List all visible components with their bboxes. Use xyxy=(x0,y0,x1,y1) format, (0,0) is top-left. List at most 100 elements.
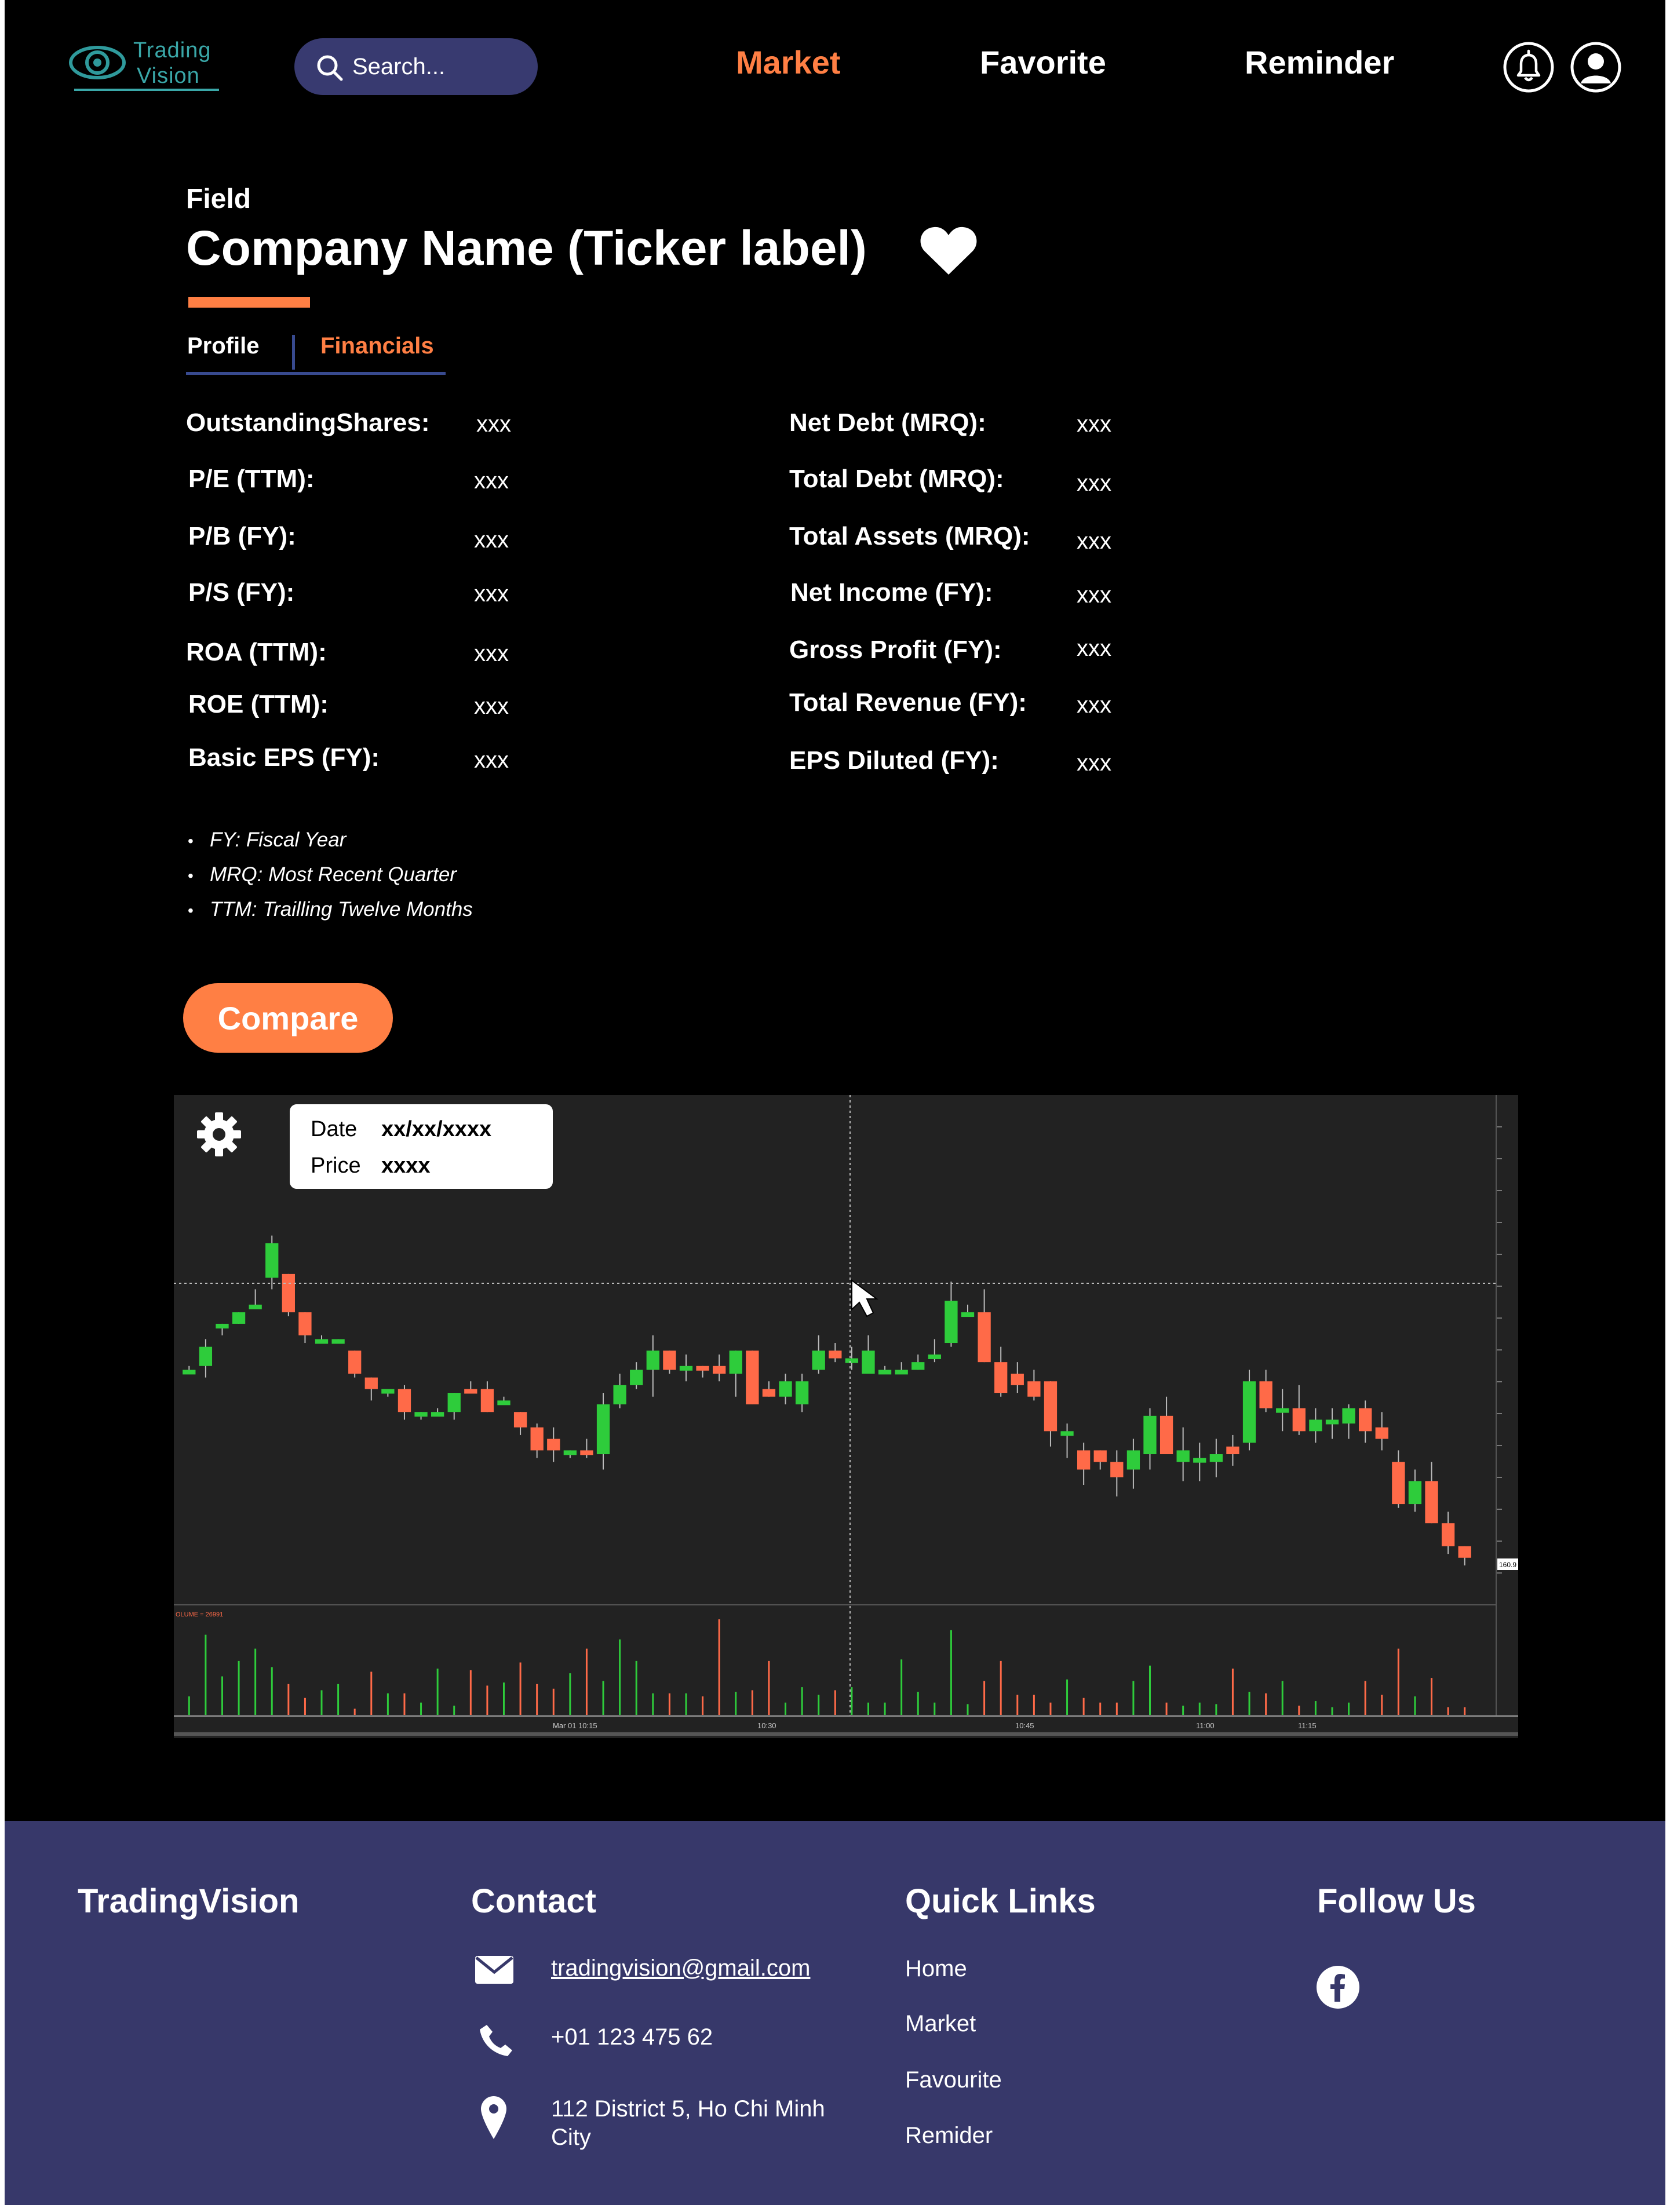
bell-icon[interactable] xyxy=(1502,41,1555,94)
logo[interactable]: Trading Vision xyxy=(68,38,225,93)
metric-value: xxx xyxy=(474,747,509,773)
facebook-icon[interactable] xyxy=(1317,1966,1359,2009)
company-title: Company Name (Ticker label) xyxy=(186,221,867,275)
footer-quick-links-title: Quick Links xyxy=(905,1882,1096,1920)
metric-label: ROE (TTM): xyxy=(188,690,329,718)
tab-divider xyxy=(292,335,295,370)
candle-body xyxy=(1242,1381,1256,1443)
metric-label: Total Debt (MRQ): xyxy=(789,465,1004,493)
candle-body xyxy=(779,1381,792,1397)
metric-value: xxx xyxy=(1077,582,1111,608)
candle-body xyxy=(945,1301,958,1344)
heart-icon[interactable] xyxy=(919,225,978,277)
compare-button[interactable]: Compare xyxy=(183,983,393,1053)
candle-body xyxy=(1425,1481,1438,1524)
nav-favorite[interactable]: Favorite xyxy=(980,44,1106,81)
tooltip-date-value: xx/xx/xxxx xyxy=(381,1117,492,1141)
metric-value: xxx xyxy=(474,641,509,666)
candle-body xyxy=(282,1273,295,1313)
tab-bar: Profile Financials xyxy=(186,330,446,375)
metric-value: xxx xyxy=(476,411,511,437)
tab-financials[interactable]: Financials xyxy=(320,333,434,359)
metric-label: ROA (TTM): xyxy=(186,638,327,666)
candle-body xyxy=(1359,1408,1372,1432)
metric-label: P/E (TTM): xyxy=(188,465,315,493)
candle-body xyxy=(1176,1450,1190,1462)
footer-link-remider[interactable]: Remider xyxy=(905,2123,993,2148)
candlestick-chart[interactable]: OLUME = 26991 160.9 Mar 01 10:15 10:30 1… xyxy=(174,1095,1518,1738)
chart-grid xyxy=(1496,1126,1502,1574)
candle-body xyxy=(1342,1408,1355,1424)
candle-body xyxy=(398,1389,411,1412)
note-item: MRQ: Most Recent Quarter xyxy=(188,857,473,892)
candle-body xyxy=(1093,1450,1107,1462)
candle-body xyxy=(1441,1523,1455,1546)
footer-link-favourite[interactable]: Favourite xyxy=(905,2067,1002,2093)
candle-body xyxy=(630,1370,643,1385)
footer-brand: TradingVision xyxy=(78,1882,300,1920)
metric-value: xxx xyxy=(1077,636,1111,661)
metric-label: Gross Profit (FY): xyxy=(789,636,1002,664)
candle-body xyxy=(1060,1431,1074,1436)
x-tick-label: 10:30 xyxy=(757,1721,776,1730)
candle-body xyxy=(364,1377,378,1389)
logo-text: Trading Vision xyxy=(133,38,211,89)
footer-address-line-2: City xyxy=(551,2125,591,2150)
search-bar[interactable] xyxy=(294,38,538,95)
metric-label: OutstandingShares: xyxy=(186,408,430,437)
candle-body xyxy=(1027,1381,1041,1397)
gear-icon[interactable] xyxy=(196,1111,242,1158)
candle-body xyxy=(795,1381,809,1404)
candle-body xyxy=(232,1312,246,1324)
candle-body xyxy=(1408,1481,1422,1505)
tooltip-date-label: Date xyxy=(311,1117,358,1141)
search-icon[interactable] xyxy=(315,53,344,82)
candle-body xyxy=(713,1366,726,1374)
candle-body xyxy=(249,1304,262,1309)
candle-body xyxy=(414,1412,428,1417)
x-tick-label: Mar 01 10:15 xyxy=(553,1721,597,1730)
metric-label: EPS Diluted (FY): xyxy=(789,746,999,775)
candle-body xyxy=(1209,1454,1223,1462)
footer-link-home[interactable]: Home xyxy=(905,1956,967,1981)
metric-label: Total Revenue (FY): xyxy=(789,688,1027,717)
nav-reminder[interactable]: Reminder xyxy=(1245,44,1395,81)
price-chart[interactable]: OLUME = 26991 160.9 Mar 01 10:15 10:30 1… xyxy=(174,1095,1518,1738)
tab-profile[interactable]: Profile xyxy=(187,333,260,359)
x-tick-label: 10:45 xyxy=(1015,1721,1034,1730)
footer: TradingVision Contact tradingvision@gmai… xyxy=(5,1821,1665,2205)
candle-body xyxy=(480,1389,494,1412)
price-marker: 160.9 xyxy=(1499,1561,1516,1569)
metric-value: xxx xyxy=(1077,411,1111,437)
candles xyxy=(183,1235,1471,1565)
candle-body xyxy=(464,1389,477,1394)
metric-label: P/B (FY): xyxy=(188,522,296,550)
metric-label: Net Income (FY): xyxy=(790,578,993,607)
user-icon[interactable] xyxy=(1569,41,1622,94)
candle-body xyxy=(679,1366,693,1371)
candle-body xyxy=(530,1427,544,1451)
candle-body xyxy=(961,1312,975,1317)
candle-body xyxy=(265,1243,279,1278)
footer-link-market[interactable]: Market xyxy=(905,2011,976,2036)
candle-body xyxy=(845,1358,859,1363)
candle-body xyxy=(547,1439,560,1451)
candle-body xyxy=(829,1350,842,1359)
logo-line-1: Trading xyxy=(133,38,212,63)
nav-market[interactable]: Market xyxy=(736,44,841,81)
search-input[interactable] xyxy=(352,38,526,95)
candle-body xyxy=(431,1412,444,1417)
candle-body xyxy=(497,1400,511,1406)
metric-label: Basic EPS (FY): xyxy=(188,743,380,772)
candle-body xyxy=(1143,1415,1157,1455)
candle-body xyxy=(1392,1462,1405,1505)
candle-body xyxy=(1292,1408,1306,1432)
title-underline xyxy=(188,297,310,308)
candle-body xyxy=(1226,1446,1239,1455)
candle-body xyxy=(447,1393,461,1412)
candle-body xyxy=(613,1385,626,1404)
candle-body xyxy=(1011,1374,1024,1385)
footer-email-link[interactable]: tradingvision@gmail.com xyxy=(551,1955,811,1981)
metric-label: Net Debt (MRQ): xyxy=(789,408,986,437)
x-tick-label: 11:15 xyxy=(1298,1721,1317,1730)
